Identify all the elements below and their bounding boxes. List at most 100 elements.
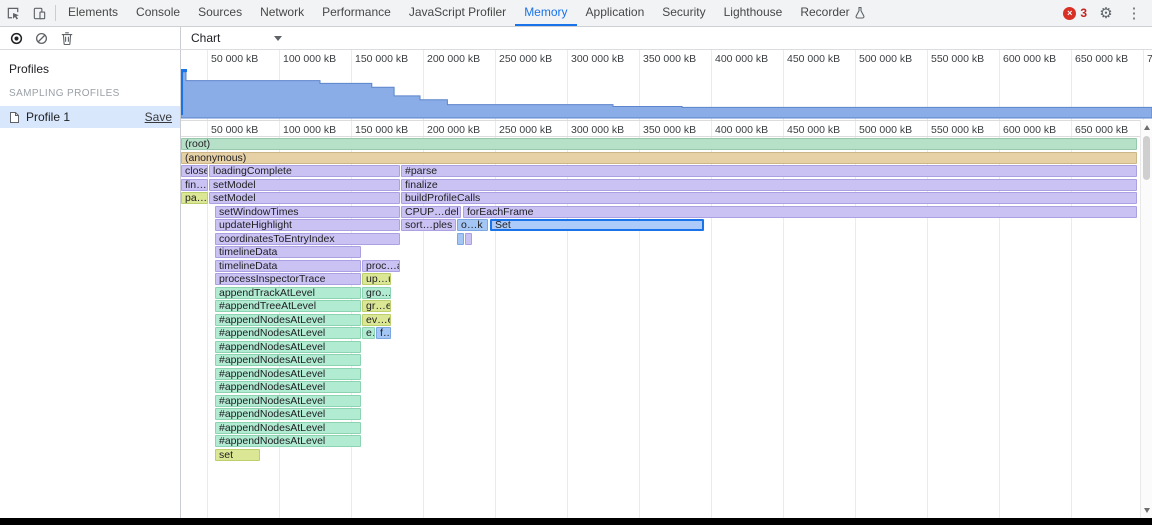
record-button[interactable] xyxy=(4,27,29,49)
flame-block[interactable] xyxy=(457,232,464,245)
flame-appendnodesatlevel[interactable]: #appendNodesAtLevel xyxy=(215,421,361,434)
tab-label: Security xyxy=(662,5,706,19)
flame-finalize[interactable]: finalize xyxy=(401,178,1137,191)
bottom-edge xyxy=(0,518,1152,525)
flame-up-up[interactable]: up…up xyxy=(362,273,391,285)
flame-anonymous[interactable]: (anonymous) xyxy=(181,151,1137,164)
flame-setmodel[interactable]: setModel xyxy=(209,192,400,204)
tab-javascript-profiler[interactable]: JavaScript Profiler xyxy=(400,0,515,26)
flame-pa-at[interactable]: pa…at xyxy=(181,192,208,204)
flame-appendnodesatlevel[interactable]: #appendNodesAtLevel xyxy=(215,313,361,326)
tab-security[interactable]: Security xyxy=(653,0,714,26)
profile-document-icon xyxy=(10,111,19,123)
flame-parse[interactable]: #parse xyxy=(401,165,1137,177)
scrollbar-thumb[interactable] xyxy=(1143,136,1150,180)
view-select[interactable]: Chart xyxy=(188,27,288,49)
tab-recorder[interactable]: Recorder xyxy=(791,0,874,26)
flame-set[interactable]: Set xyxy=(490,219,704,231)
flame-gr-ew[interactable]: gr…ew xyxy=(362,300,391,312)
ruler-label: 500 000 kB xyxy=(859,124,913,136)
ruler-label: 100 000 kB xyxy=(283,53,337,65)
overview-chart xyxy=(181,71,1152,119)
flame-appendnodesatlevel[interactable]: #appendNodesAtLevel xyxy=(215,367,361,380)
tab-application[interactable]: Application xyxy=(577,0,654,26)
record-icon xyxy=(10,32,23,44)
flame-f-r[interactable]: f…r xyxy=(376,327,391,339)
flame-timelinedata[interactable]: timelineData xyxy=(215,259,361,272)
flame-appendtreeatlevel[interactable]: #appendTreeAtLevel xyxy=(215,300,361,312)
flame-appendnodesatlevel[interactable]: #appendNodesAtLevel xyxy=(215,408,361,420)
tab-lighthouse[interactable]: Lighthouse xyxy=(715,0,792,26)
ruler-label: 450 000 kB xyxy=(787,124,841,136)
flame-foreachframe[interactable]: forEachFrame xyxy=(463,205,1137,218)
tab-label: Network xyxy=(260,5,305,19)
flame-buildprofilecalls[interactable]: buildProfileCalls xyxy=(401,192,1137,204)
gear-icon: ⚙ xyxy=(1099,4,1113,22)
flame-processinspectortrace[interactable]: processInspectorTrace xyxy=(215,273,361,285)
flame-appendnodesatlevel[interactable]: #appendNodesAtLevel xyxy=(215,381,361,393)
flame-appendnodesatlevel[interactable]: #appendNodesAtLevel xyxy=(215,394,361,407)
flame-setmodel[interactable]: setModel xyxy=(209,178,400,191)
scroll-up-button[interactable] xyxy=(1141,121,1152,134)
vertical-scrollbar[interactable] xyxy=(1140,120,1152,518)
range-handle-left[interactable] xyxy=(181,69,187,115)
tab-network[interactable]: Network xyxy=(251,0,313,26)
ruler-label: 100 000 kB xyxy=(283,124,337,136)
tab-elements[interactable]: Elements xyxy=(59,0,127,26)
flame-set[interactable]: set xyxy=(215,448,260,461)
ruler-label: 350 000 kB xyxy=(643,53,697,65)
flame-updatehighlight[interactable]: updateHighlight xyxy=(215,219,400,231)
error-icon: × xyxy=(1063,6,1077,20)
flame-fin-ce[interactable]: fin…ce xyxy=(181,178,208,191)
flame-timelinedata[interactable]: timelineData xyxy=(215,246,361,258)
flame-o-k[interactable]: o…k xyxy=(457,219,488,231)
scroll-up-icon xyxy=(1143,125,1150,130)
tab-performance[interactable]: Performance xyxy=(313,0,400,26)
flame-coordinatestoentryindex[interactable]: coordinatesToEntryIndex xyxy=(215,232,400,245)
flame-gro-ts[interactable]: gro…ts xyxy=(362,286,391,299)
ruler-label: 550 000 kB xyxy=(931,53,985,65)
scroll-down-button[interactable] xyxy=(1141,504,1152,517)
flame-root[interactable]: (root) xyxy=(181,138,1137,150)
flame-appendtrackatlevel[interactable]: appendTrackAtLevel xyxy=(215,286,361,299)
ruler-top: 50 000 kB 100 000 kB 150 000 kB 200 000 kB 2… xyxy=(181,50,1152,67)
memory-overview[interactable] xyxy=(181,67,1152,120)
inspect-button[interactable] xyxy=(0,0,26,26)
flame-cpup-del[interactable]: CPUP…del xyxy=(401,205,461,218)
flame-loadingcomplete[interactable]: loadingComplete xyxy=(209,165,400,177)
more-menu-button[interactable]: ⋮ xyxy=(1121,0,1147,26)
flame-ev-ew[interactable]: ev…ew xyxy=(362,313,391,326)
profile-item-profile-1[interactable]: Profile 1 Save xyxy=(0,106,180,128)
trash-icon xyxy=(61,31,72,45)
ruler-label: 200 000 kB xyxy=(427,124,481,136)
clear-all-profiles-button[interactable] xyxy=(29,27,54,49)
flame-setwindowtimes[interactable]: setWindowTimes xyxy=(215,205,400,218)
flame-block[interactable] xyxy=(465,232,472,245)
flame-close[interactable]: close xyxy=(181,165,208,177)
delete-profile-button[interactable] xyxy=(54,27,79,49)
profiles-sidebar: Profiles SAMPLING PROFILES Profile 1 Sav… xyxy=(0,50,181,518)
error-badge[interactable]: × 3 xyxy=(1059,6,1091,20)
ruler-label: 250 000 kB xyxy=(499,53,553,65)
flask-icon xyxy=(855,6,865,19)
flame-sort-ples[interactable]: sort…ples xyxy=(401,219,456,231)
save-link[interactable]: Save xyxy=(144,110,172,124)
flame-proc-ata[interactable]: proc…ata xyxy=(362,259,400,272)
settings-button[interactable]: ⚙ xyxy=(1093,0,1119,26)
tab-sources[interactable]: Sources xyxy=(189,0,251,26)
flame-appendnodesatlevel[interactable]: #appendNodesAtLevel xyxy=(215,340,361,353)
flame-appendnodesatlevel[interactable]: #appendNodesAtLevel xyxy=(215,327,361,339)
flame-e[interactable]: e… xyxy=(362,327,375,339)
ruler-label: 200 000 kB xyxy=(427,53,481,65)
flame-appendnodesatlevel[interactable]: #appendNodesAtLevel xyxy=(215,435,361,447)
toolbar-right-group: × 3 ⚙ ⋮ xyxy=(1059,0,1152,26)
flame-appendnodesatlevel[interactable]: #appendNodesAtLevel xyxy=(215,354,361,366)
block-icon xyxy=(35,32,48,44)
ruler-label: 50 000 kB xyxy=(211,53,259,65)
device-toolbar-button[interactable] xyxy=(26,0,52,26)
tab-strip: Elements Console Sources Network Performance… xyxy=(59,0,875,26)
ruler-label: 350 000 kB xyxy=(643,124,697,136)
tab-memory[interactable]: Memory xyxy=(515,0,577,26)
tab-console[interactable]: Console xyxy=(127,0,189,26)
